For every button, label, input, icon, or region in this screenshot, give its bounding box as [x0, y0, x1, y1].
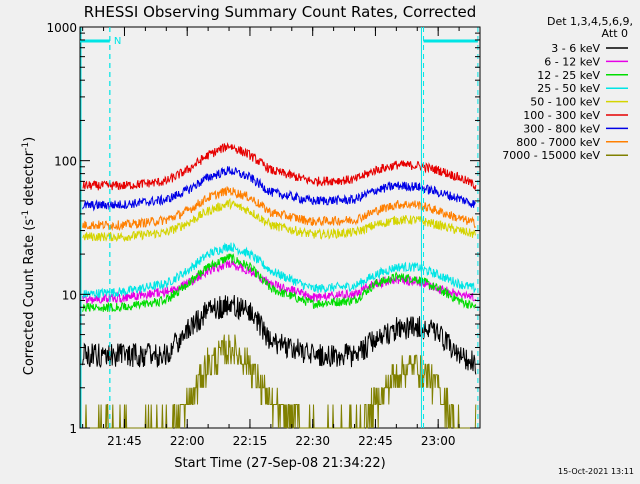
chart-title: RHESSI Observing Summary Count Rates, Co…	[84, 3, 477, 21]
series-line-100-300keV	[82, 142, 477, 191]
series-line-7000-15000keV	[82, 334, 477, 429]
y-axis-label: Corrected Count Rate (s-1 detector-1)	[21, 137, 37, 375]
legend-header-line2: Att 0	[602, 27, 628, 40]
legend-label: 3 - 6 keV	[551, 42, 600, 55]
x-tick-label: 21:45	[107, 434, 142, 448]
legend-label: 6 - 12 keV	[544, 55, 600, 68]
legend-label: 800 - 7000 keV	[516, 136, 600, 149]
series-line-25-50keV	[82, 242, 477, 299]
legend-label: 300 - 800 keV	[523, 122, 600, 135]
series-line-3-6keV	[82, 294, 477, 375]
timestamp: 15-Oct-2021 13:11	[558, 467, 634, 476]
x-tick-label: 22:30	[295, 434, 330, 448]
legend-label: 7000 - 15000 keV	[502, 149, 600, 162]
annotation-label-0: N	[114, 36, 121, 47]
series-line-6-12keV	[82, 258, 477, 305]
legend-header-line1: Det 1,3,4,5,6,9,	[547, 15, 633, 28]
y-axis-label-mid: detector	[22, 150, 37, 210]
x-axis-label: Start Time (27-Sep-08 21:34:22)	[174, 456, 385, 471]
x-tick-label: 23:00	[421, 434, 456, 448]
y-tick-label: 1	[69, 422, 77, 436]
y-axis-label-main: Corrected Count Rate (s	[22, 219, 37, 376]
y-tick-label: 1000	[46, 21, 77, 35]
y-tick-label: 100	[54, 155, 77, 169]
series-line-50-100keV	[82, 197, 477, 243]
y-axis-label-sup1: -1	[21, 210, 31, 219]
x-tick-label: 22:15	[233, 434, 268, 448]
legend-label: 50 - 100 keV	[530, 96, 600, 109]
y-axis-label-end: )	[22, 137, 37, 142]
series-line-300-800keV	[82, 166, 476, 212]
y-axis-label-sup2: -1	[21, 142, 31, 151]
legend-label: 12 - 25 keV	[537, 69, 600, 82]
legend-label: 25 - 50 keV	[537, 82, 600, 95]
series-line-800-7000keV	[82, 186, 477, 231]
x-tick-label: 22:45	[358, 434, 393, 448]
y-axis: 1 10 100 1000	[46, 21, 480, 436]
x-tick-label: 22:00	[170, 434, 205, 448]
y-tick-label: 10	[62, 288, 77, 302]
series-line-12-25keV	[82, 253, 477, 313]
x-axis: 21:45 22:00 22:15 22:30 22:45 23:00	[82, 27, 481, 448]
legend-label: 100 - 300 keV	[523, 109, 600, 122]
plot-area: N	[79, 26, 481, 429]
